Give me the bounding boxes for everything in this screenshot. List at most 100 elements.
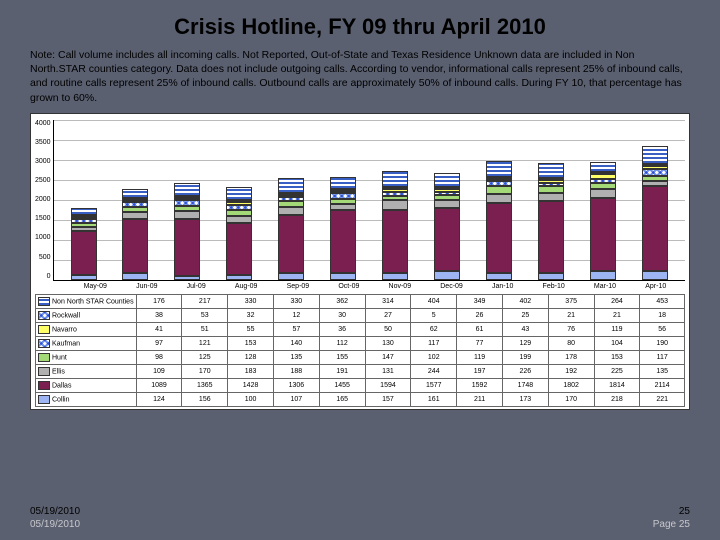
table-cell: 117	[640, 350, 685, 364]
bar-segment	[71, 208, 97, 215]
y-tick: 3000	[35, 158, 51, 165]
x-tick: May-09	[84, 283, 107, 290]
bar-segment	[174, 219, 200, 276]
table-cell: 147	[365, 350, 411, 364]
bar-segment	[642, 186, 668, 271]
legend-swatch	[38, 367, 50, 376]
table-cell: 1306	[273, 378, 319, 392]
table-cell: 170	[548, 392, 594, 406]
legend-swatch	[38, 395, 50, 404]
table-cell: 404	[411, 294, 457, 308]
page-title: Crisis Hotline, FY 09 thru April 2010	[30, 14, 690, 40]
series-label: Navarro	[36, 322, 137, 336]
table-row: Rockwall38533212302752625212118	[36, 308, 685, 322]
table-cell: 128	[228, 350, 274, 364]
stacked-bar-plot	[53, 120, 685, 281]
table-cell: 135	[640, 364, 685, 378]
bar-segment	[538, 163, 564, 178]
legend-swatch	[38, 339, 50, 348]
table-cell: 1748	[502, 378, 548, 392]
table-cell: 76	[548, 322, 594, 336]
bar-segment	[174, 276, 200, 280]
x-tick: Jan-10	[492, 283, 513, 290]
y-tick: 4000	[35, 120, 51, 127]
data-table: Non North STAR Counties17621733033036231…	[35, 294, 685, 407]
y-tick: 1500	[35, 215, 51, 222]
bar-segment	[226, 275, 252, 279]
bar-segment	[226, 216, 252, 224]
bar-segment	[486, 186, 512, 194]
table-cell: 211	[457, 392, 503, 406]
series-label: Kaufman	[36, 336, 137, 350]
bar-segment	[486, 273, 512, 280]
table-cell: 97	[136, 336, 182, 350]
table-cell: 56	[640, 322, 685, 336]
bar-segment	[590, 162, 616, 173]
table-cell: 173	[502, 392, 548, 406]
bar	[434, 173, 460, 279]
x-tick: Feb-10	[543, 283, 565, 290]
table-cell: 1089	[136, 378, 182, 392]
bar-segment	[538, 193, 564, 201]
footer-date-secondary: 05/19/2010	[30, 519, 80, 530]
table-cell: 2114	[640, 378, 685, 392]
table-cell: 36	[319, 322, 365, 336]
table-cell: 1428	[228, 378, 274, 392]
table-cell: 98	[136, 350, 182, 364]
bar-segment	[278, 207, 304, 215]
table-cell: 191	[319, 364, 365, 378]
bar	[642, 146, 668, 279]
bar-segment	[226, 223, 252, 275]
y-tick: 2500	[35, 177, 51, 184]
table-cell: 170	[182, 364, 228, 378]
legend-swatch	[38, 311, 50, 320]
table-row: Non North STAR Counties17621733033036231…	[36, 294, 685, 308]
table-row: Ellis10917018318819113124419722619222513…	[36, 364, 685, 378]
bar	[278, 178, 304, 280]
bar	[486, 161, 512, 280]
table-cell: 117	[411, 336, 457, 350]
x-tick: Jun-09	[136, 283, 157, 290]
table-cell: 130	[365, 336, 411, 350]
table-cell: 102	[411, 350, 457, 364]
bar-segment	[486, 203, 512, 273]
table-cell: 32	[228, 308, 274, 322]
bar-segment	[122, 189, 148, 198]
bar-segment	[330, 177, 356, 190]
bar-segment	[382, 171, 408, 187]
table-cell: 153	[594, 350, 640, 364]
bar-segment	[71, 275, 97, 280]
table-cell: 112	[319, 336, 365, 350]
table-cell: 349	[457, 294, 503, 308]
legend-swatch	[38, 353, 50, 362]
table-cell: 131	[365, 364, 411, 378]
bar-segment	[226, 187, 252, 200]
table-cell: 55	[228, 322, 274, 336]
bar	[122, 189, 148, 279]
table-cell: 1365	[182, 378, 228, 392]
bar-segment	[642, 271, 668, 280]
bar-segment	[486, 194, 512, 203]
bar-segment	[538, 273, 564, 280]
table-row: Kaufman971211531401121301177712980104190	[36, 336, 685, 350]
table-cell: 57	[273, 322, 319, 336]
table-cell: 330	[228, 294, 274, 308]
table-cell: 153	[228, 336, 274, 350]
y-tick: 0	[47, 273, 51, 280]
table-cell: 176	[136, 294, 182, 308]
table-cell: 402	[502, 294, 548, 308]
table-cell: 157	[365, 392, 411, 406]
x-tick: Jul-09	[187, 283, 206, 290]
series-label: Non North STAR Counties	[36, 294, 137, 308]
table-cell: 264	[594, 294, 640, 308]
y-axis: 40003500300025002000150010005000	[35, 120, 53, 280]
bar-segment	[174, 183, 200, 196]
table-cell: 41	[136, 322, 182, 336]
table-cell: 1577	[411, 378, 457, 392]
table-cell: 1592	[457, 378, 503, 392]
x-tick: Sep-09	[287, 283, 310, 290]
table-cell: 330	[273, 294, 319, 308]
table-cell: 5	[411, 308, 457, 322]
table-cell: 155	[319, 350, 365, 364]
bar-segment	[538, 186, 564, 193]
